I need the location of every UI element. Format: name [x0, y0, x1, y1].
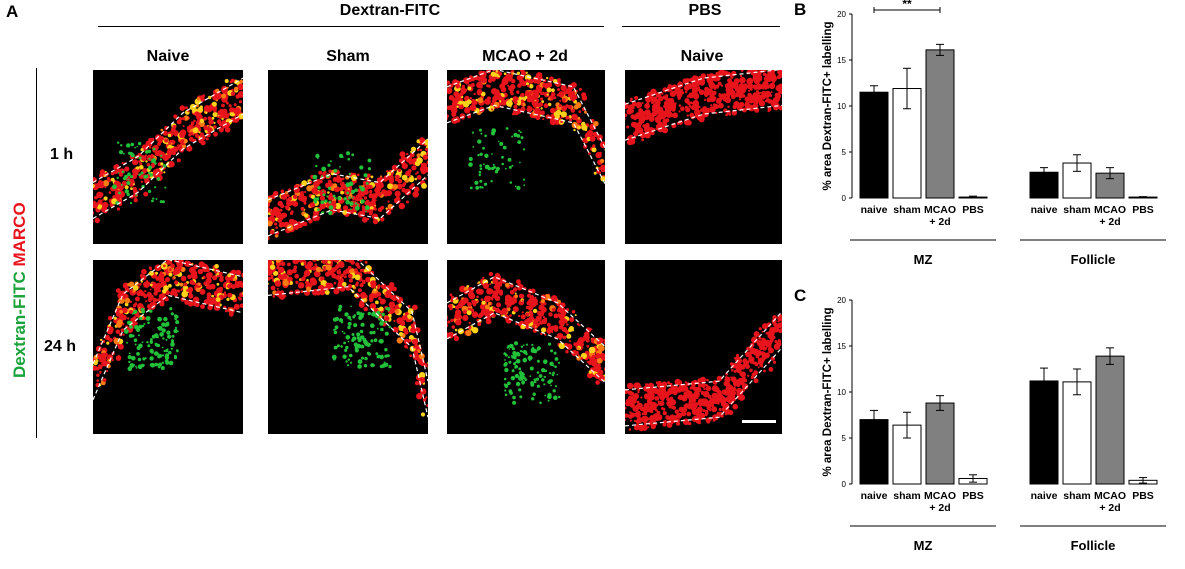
- group-line-pbs: [622, 26, 780, 27]
- bar: [926, 50, 954, 198]
- group-line-dextran: [98, 26, 604, 27]
- column-label-naive: Naive: [93, 48, 243, 66]
- side-stain-label: Dextran-FITC MARCO: [10, 218, 30, 378]
- x-tick-label: MCAO: [924, 204, 956, 216]
- bar: [926, 403, 954, 484]
- bar: [1030, 381, 1058, 484]
- side-label-red: MARCO: [10, 202, 29, 266]
- y-tick-label: 15: [837, 56, 846, 65]
- group-label: MZ: [914, 252, 933, 267]
- y-tick-label: 0: [842, 194, 847, 203]
- x-tick-label: sham: [893, 204, 920, 216]
- micrograph-texture: [93, 260, 243, 434]
- x-tick-label: + 2d: [929, 216, 950, 228]
- x-tick-label: MCAO: [1094, 204, 1126, 216]
- x-tick-label: PBS: [962, 204, 984, 216]
- y-axis-label: % area Dextran-FITC+ labelling: [822, 307, 834, 476]
- micrograph-1h-sham: [268, 70, 428, 244]
- x-tick-label: MCAO: [1094, 490, 1126, 502]
- group-label-pbs: PBS: [640, 2, 770, 20]
- micrograph-24h-pbs: [625, 260, 782, 434]
- scale-bar: [742, 420, 776, 423]
- column-label-mcao: MCAO + 2d: [445, 48, 605, 66]
- column-label-pbs-naive: Naive: [623, 48, 781, 66]
- micrograph-24h-mcao: [447, 260, 605, 434]
- x-tick-label: + 2d: [1099, 216, 1120, 228]
- y-tick-label: 10: [837, 102, 846, 111]
- y-tick-label: 0: [842, 480, 847, 489]
- row-label-24h: 24 h: [44, 338, 76, 356]
- x-tick-label: naive: [861, 490, 888, 502]
- y-tick-label: 20: [837, 10, 846, 19]
- y-tick-label: 20: [837, 296, 846, 305]
- x-tick-label: PBS: [1132, 204, 1154, 216]
- x-tick-label: MCAO: [924, 490, 956, 502]
- micrograph-texture: [93, 70, 243, 244]
- x-tick-label: naive: [1031, 204, 1058, 216]
- micrograph-24h-sham: [268, 260, 428, 434]
- group-label: Follicle: [1071, 538, 1116, 553]
- x-tick-label: PBS: [962, 490, 984, 502]
- y-tick-label: 5: [842, 148, 847, 157]
- y-tick-label: 5: [842, 434, 847, 443]
- group-label-dextran: Dextran-FITC: [300, 2, 480, 20]
- panel-a-letter: A: [6, 2, 18, 22]
- micrograph-1h-mcao: [447, 70, 605, 244]
- column-label-sham: Sham: [268, 48, 428, 66]
- side-label-green: Dextran-FITC: [10, 271, 29, 378]
- x-tick-label: naive: [1031, 490, 1058, 502]
- micrograph-texture: [625, 260, 782, 434]
- y-tick-label: 15: [837, 342, 846, 351]
- micrograph-texture: [625, 70, 782, 244]
- chart-b: B % area Dextran-FITC+ labelling 0 5 10 15 20 n…: [790, 0, 1180, 282]
- y-tick-label: 10: [837, 388, 846, 397]
- x-tick-label: sham: [1063, 204, 1090, 216]
- bar: [1096, 356, 1124, 484]
- bar: [860, 92, 888, 198]
- x-tick-label: + 2d: [1099, 502, 1120, 514]
- panel-letter: B: [794, 0, 806, 19]
- x-tick-label: naive: [861, 204, 888, 216]
- micrograph-1h-naive: [93, 70, 243, 244]
- x-tick-label: + 2d: [929, 502, 950, 514]
- bar: [1063, 382, 1091, 484]
- x-tick-label: sham: [893, 490, 920, 502]
- micrograph-texture: [268, 70, 428, 244]
- group-label: Follicle: [1071, 252, 1116, 267]
- panel-letter: C: [794, 286, 806, 305]
- micrograph-24h-naive: [93, 260, 243, 434]
- micrograph-texture: [447, 70, 605, 244]
- x-tick-label: PBS: [1132, 490, 1154, 502]
- micrograph-texture: [268, 260, 428, 434]
- y-axis-label: % area Dextran-FITC+ labelling: [822, 21, 834, 190]
- x-tick-label: sham: [1063, 490, 1090, 502]
- group-label: MZ: [914, 538, 933, 553]
- micrograph-texture: [447, 260, 605, 434]
- row-bracket-line: [36, 68, 37, 438]
- row-label-1h: 1 h: [50, 146, 73, 164]
- micrograph-1h-pbs: [625, 70, 782, 244]
- chart-c: C % area Dextran-FITC+ labelling 0 5 10 15 20 n…: [790, 286, 1180, 564]
- significance-label: **: [902, 0, 912, 11]
